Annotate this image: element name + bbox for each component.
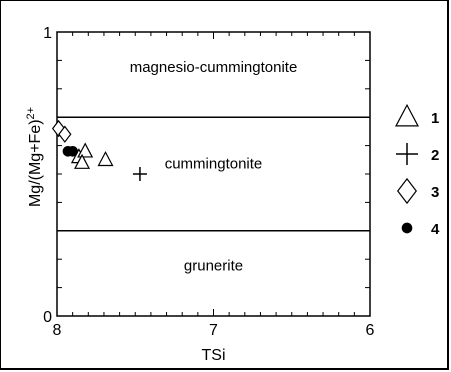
data-point-series-1 xyxy=(97,150,114,167)
y-tick-labels: 01 xyxy=(43,25,52,326)
data-point-series-1 xyxy=(74,153,91,169)
y-tick-label: 1 xyxy=(43,25,52,42)
data-point-series-4 xyxy=(67,145,78,157)
legend-marker-4 xyxy=(401,222,413,234)
data-point-series-3 xyxy=(51,119,66,138)
data-point-series-3 xyxy=(58,125,72,143)
data-point-series-2 xyxy=(132,167,147,181)
data-point-series-1 xyxy=(77,142,94,158)
legend-marker-1 xyxy=(395,103,419,127)
legend-marker-2 xyxy=(396,143,418,165)
x-tick-label: 6 xyxy=(366,322,375,339)
y-axis-label-superscript: 2+ xyxy=(25,107,37,120)
legend-label: 1 xyxy=(431,110,439,127)
x-tick-labels: 8 7 6 xyxy=(53,322,375,339)
legend-marker-3 xyxy=(397,177,417,205)
field-label: cummingtonite xyxy=(165,155,263,172)
x-tick-label: 8 xyxy=(53,322,62,339)
legend-label: 3 xyxy=(431,184,439,201)
field-boundaries xyxy=(57,116,370,232)
field-label: grunerite xyxy=(184,258,243,275)
field-labels: magnesio-cummingtonite cummingtonite grune… xyxy=(130,59,298,275)
y-axis-label-main: Mg/(Mg+Fe) xyxy=(27,119,44,207)
legend-label: 4 xyxy=(431,221,440,238)
y-axis-label: Mg/(Mg+Fe)2+ xyxy=(25,107,44,207)
field-label: magnesio-cummingtonite xyxy=(130,59,298,76)
x-tick-label: 7 xyxy=(209,322,218,339)
plot-area xyxy=(56,31,371,317)
legend: 1 2 3 4 xyxy=(395,103,440,238)
legend-label: 2 xyxy=(431,147,439,164)
y-tick-label: 0 xyxy=(43,309,52,326)
data-points xyxy=(51,119,147,181)
x-axis-label: TSi xyxy=(202,347,226,364)
